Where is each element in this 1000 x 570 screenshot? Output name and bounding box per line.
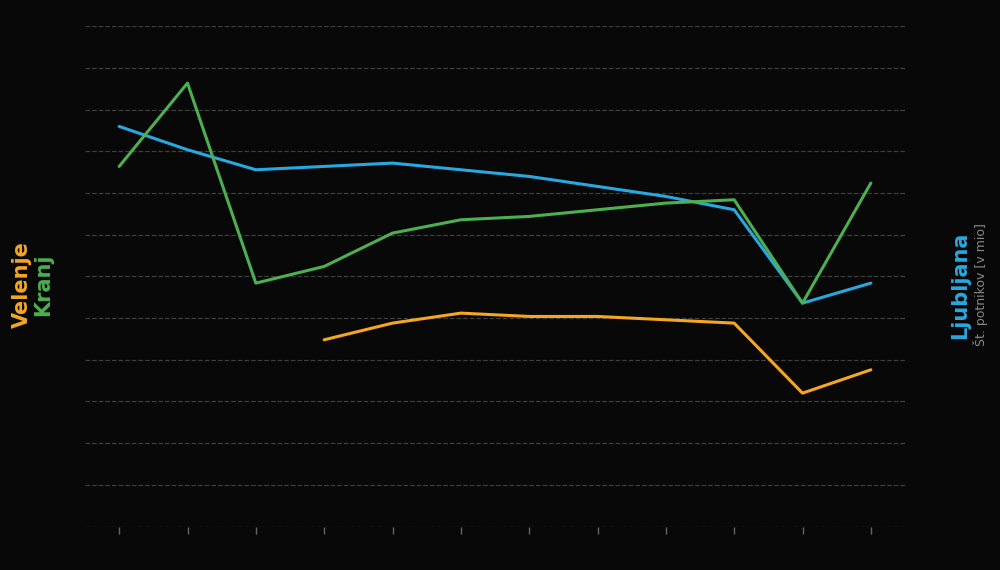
Text: Velenje: Velenje <box>12 242 32 328</box>
Text: Št. potnikov [v mio]: Št. potnikov [v mio] <box>972 223 988 347</box>
Text: Kranj: Kranj <box>33 254 53 316</box>
Text: Ljubljana: Ljubljana <box>950 231 970 339</box>
